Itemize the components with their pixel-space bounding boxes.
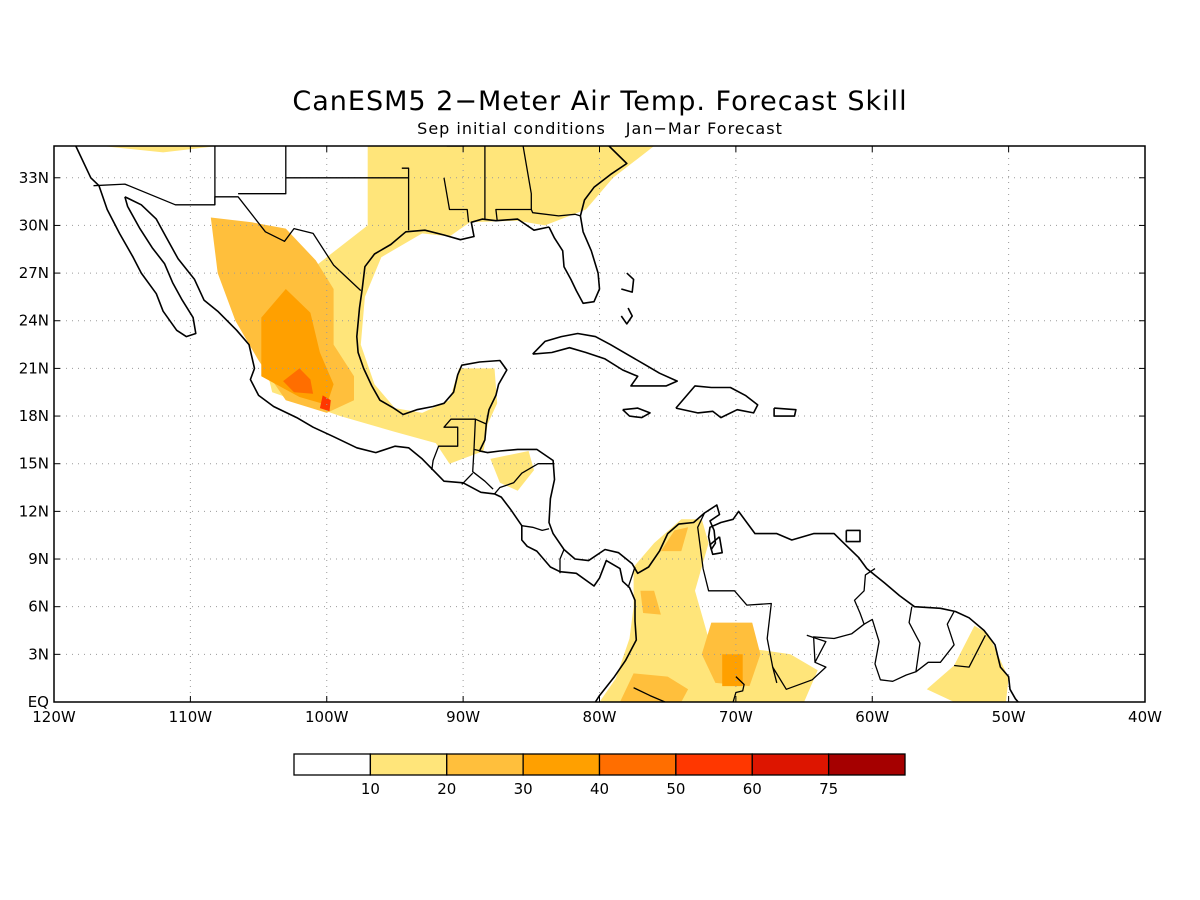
coastline-1 [124,196,638,702]
colorbar-swatch [675,753,753,776]
skill-region-12 [319,395,331,412]
colorbar-swatch [446,753,524,776]
lon-tick-label: 70W [719,708,753,726]
lon-tick-label: 40W [1128,708,1162,726]
border-0 [93,183,362,292]
coastline-6 [622,407,651,419]
colorbar-label: 50 [666,780,685,798]
lon-tick-label: 90W [446,708,480,726]
border-24 [732,676,745,702]
lon-tick-label: 110W [169,708,213,726]
coastline-4 [532,332,679,387]
lat-tick-label: 12N [19,502,49,520]
colorbar-swatch [369,753,448,776]
colorbar-swatch [293,753,372,776]
colorbar: 10 20 30 40 50 60 75 [293,753,906,798]
border-23 [633,687,666,702]
political-borders [93,146,986,702]
border-25 [806,634,827,663]
subtitle-initial-conditions: Sep initial conditions [417,119,606,138]
axis-labels: 120W 110W 100W 90W 80W 70W 60W 50W 40W EQ 3N 6N 9N 12… [19,146,1162,726]
coastline-2 [355,218,1019,702]
colorbar-label: 30 [514,780,533,798]
coastline-7 [773,407,797,417]
skill-region-10 [722,654,743,687]
lat-tick-label: EQ [28,693,49,711]
lat-tick-label: 18N [19,407,49,425]
border-16 [559,549,565,574]
subtitle-forecast-period: Jan−Mar Forecast [625,119,783,138]
skill-region-8 [620,673,689,702]
coastline-10 [621,272,635,293]
coastline-9 [709,536,724,556]
border-18 [697,512,778,684]
skill-region-0 [101,146,655,464]
border-5 [443,177,470,223]
skill-region-11 [283,368,314,394]
colorbar-swatch [827,753,906,776]
skill-region-5 [660,527,689,552]
map-subtitle: Sep initial conditions Jan−Mar Forecast [0,119,1200,138]
skill-region-7 [640,590,661,615]
coastlines [75,146,1019,702]
lon-tick-label: 100W [305,708,349,726]
coastline-11 [620,307,634,325]
border-11 [475,418,487,425]
lat-tick-label: 6N [28,598,49,616]
skill-region-1 [490,451,534,491]
lon-tick-label: 80W [583,708,617,726]
coastline-3 [548,146,628,305]
colorbar-label: 10 [361,780,380,798]
lon-tick-label: 50W [992,708,1026,726]
lat-tick-label: 27N [19,264,49,282]
skill-region-2 [599,519,818,702]
lat-tick-label: 3N [28,645,49,663]
border-12 [472,449,494,490]
lat-tick-label: 30N [19,216,49,234]
lat-tick-label: 24N [19,312,49,330]
lat-tick-label: 9N [28,550,49,568]
lon-tick-label: 60W [855,708,889,726]
colorbar-label: 60 [743,780,762,798]
lat-tick-label: 15N [19,455,49,473]
coastline-0 [75,146,197,338]
coastline-5 [675,385,759,419]
colorbar-label: 40 [590,780,609,798]
border-10 [431,418,488,471]
border-2 [238,146,287,195]
colorbar-label: 75 [819,780,838,798]
border-20 [863,606,921,682]
skill-shading [101,146,1009,702]
colorbar-swatch [598,753,677,776]
skill-region-9 [261,289,334,405]
border-21 [915,611,955,673]
border-4 [401,167,410,231]
border-15 [521,525,550,532]
border-22 [954,635,986,668]
colorbar-swatch [751,753,830,776]
lon-tick-label: 120W [32,708,76,726]
border-13 [461,472,474,485]
colorbar-swatch [522,753,601,776]
border-17 [627,566,636,588]
coastline-8 [845,529,861,543]
skill-region-3 [926,625,1009,702]
border-14 [494,463,555,495]
border-19 [772,568,876,690]
lat-tick-label: 33N [19,169,49,187]
lat-tick-label: 21N [19,359,49,377]
map-title: CanESM5 2−Meter Air Temp. Forecast Skill [292,86,908,117]
border-9 [530,209,581,217]
colorbar-label: 20 [437,780,456,798]
